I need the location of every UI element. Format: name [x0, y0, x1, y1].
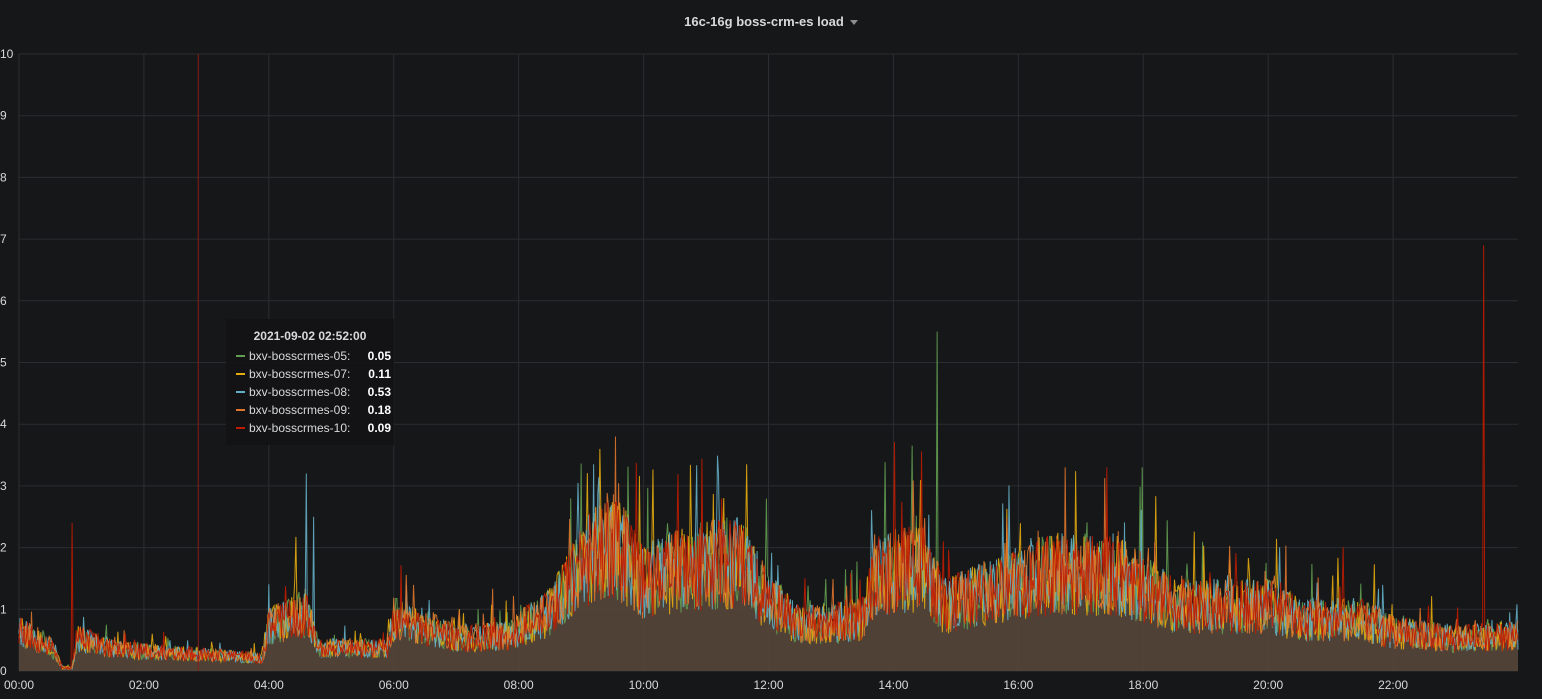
y-tick-label: 0 [0, 664, 7, 678]
x-tick-label: 00:00 [4, 678, 34, 692]
tooltip-row: bxv-bosscrmes-08: 0.53 [236, 383, 391, 401]
tooltip-series-value: 0.53 [367, 385, 391, 399]
series-swatch [236, 409, 245, 411]
x-tick-label: 20:00 [1253, 678, 1283, 692]
y-tick-label: 8 [0, 170, 7, 184]
series-line-bxv-bosscrmes-08 [18, 455, 1519, 670]
x-tick-label: 12:00 [753, 678, 783, 692]
tooltip-series-name: bxv-bosscrmes-05: [249, 349, 351, 363]
x-tick-label: 16:00 [1003, 678, 1033, 692]
series-lines [18, 245, 1519, 671]
graph-tooltip: 2021-09-02 02:52:00 bxv-bosscrmes-05: 0.… [226, 319, 394, 445]
series-swatch [236, 427, 245, 429]
series-swatch [236, 355, 245, 357]
x-tick-label: 06:00 [379, 678, 409, 692]
x-tick-label: 22:00 [1378, 678, 1408, 692]
panel-title-text: 16c-16g boss-crm-es load [684, 14, 844, 29]
x-tick-label: 10:00 [629, 678, 659, 692]
y-tick-label: 4 [0, 417, 7, 431]
tooltip-series-name: bxv-bosscrmes-07: [249, 367, 351, 381]
series-swatch [236, 373, 245, 375]
x-tick-label: 04:00 [254, 678, 284, 692]
tooltip-series-value: 0.11 [368, 367, 391, 381]
tooltip-series-value: 0.09 [367, 421, 391, 435]
x-tick-label: 14:00 [878, 678, 908, 692]
tooltip-series-value: 0.18 [367, 403, 391, 417]
series-line-bxv-bosscrmes-10 [18, 245, 1519, 671]
x-tick-label: 02:00 [129, 678, 159, 692]
y-axis-ticks: 0 1 2 3 4 5 6 7 8 9 10 [0, 47, 14, 678]
y-tick-label: 7 [0, 232, 7, 246]
panel-title[interactable]: 16c-16g boss-crm-es load [0, 14, 1542, 29]
x-axis-ticks: 00:00 02:00 04:00 06:00 08:00 10:00 12:00 14:00… [4, 678, 1408, 692]
y-tick-label: 1 [0, 602, 7, 616]
y-tick-label: 10 [0, 47, 14, 61]
x-tick-label: 08:00 [504, 678, 534, 692]
tooltip-series-name: bxv-bosscrmes-09: [249, 403, 351, 417]
tooltip-series-value: 0.05 [367, 349, 391, 363]
tooltip-time: 2021-09-02 02:52:00 [253, 329, 367, 343]
chevron-down-icon[interactable] [849, 20, 858, 26]
series-swatch [236, 391, 245, 393]
y-tick-label: 9 [0, 109, 7, 123]
y-tick-label: 6 [0, 294, 7, 308]
tooltip-row: bxv-bosscrmes-09: 0.18 [236, 401, 391, 419]
tooltip-row: bxv-bosscrmes-07: 0.11 [236, 365, 391, 383]
x-tick-label: 18:00 [1128, 678, 1158, 692]
tooltip-series-name: bxv-bosscrmes-10: [249, 421, 351, 435]
tooltip-series-name: bxv-bosscrmes-08: [249, 385, 351, 399]
tooltip-row: bxv-bosscrmes-10: 0.09 [236, 419, 391, 437]
y-tick-label: 5 [0, 356, 7, 370]
y-tick-label: 3 [0, 479, 7, 493]
tooltip-row: bxv-bosscrmes-05: 0.05 [236, 347, 391, 365]
y-tick-label: 2 [0, 541, 7, 555]
